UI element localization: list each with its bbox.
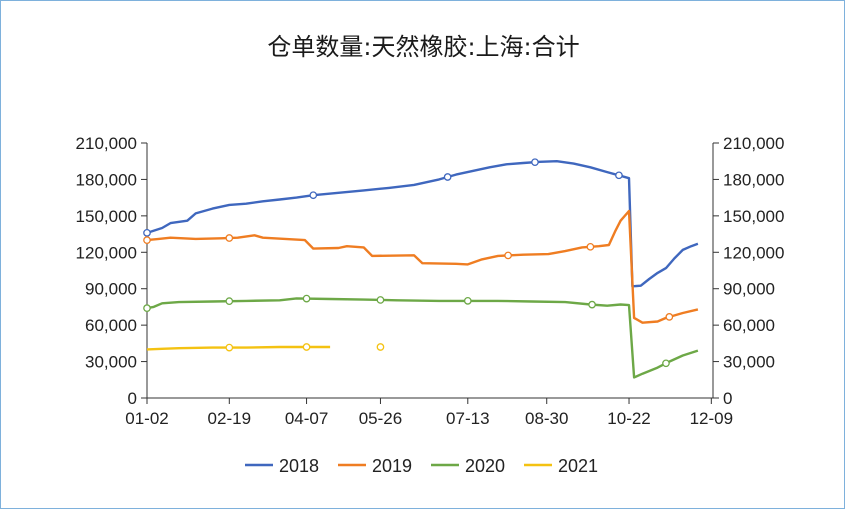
legend-label-2019: 2019 [372,456,412,476]
chart-legend: 2018 2019 2020 2021 [245,456,598,476]
series-line-2019 [146,209,699,324]
x-tick-label: 04-07 [285,409,328,428]
series-marker [225,343,234,352]
x-tick-label: 10-22 [607,409,650,428]
series-marker [225,297,234,306]
y-tick-label: 210,000 [76,134,137,153]
y-tick-label: 120,000 [76,243,137,262]
series-marker [309,191,318,200]
y-tick-label-right: 30,000 [723,353,775,372]
y-tick-label-right: 180,000 [723,170,784,189]
series-marker [665,313,674,321]
y-tick-label-right: 60,000 [723,316,775,335]
y-tick-label: 150,000 [76,207,137,226]
series-marker [225,234,234,242]
x-tick-label: 07-13 [446,409,489,428]
series-line-2020 [146,297,699,379]
y-tick-label-right: 210,000 [723,134,784,153]
y-tick-label-right: 90,000 [723,280,775,299]
series-marker [588,300,596,309]
y-tick-label: 60,000 [85,316,137,335]
series-marker [302,343,311,351]
y-tick-label-right: 120,000 [723,243,784,262]
series-marker [615,171,623,180]
legend-label-2020: 2020 [465,456,505,476]
x-tick-label: 01-02 [125,409,168,428]
x-tick-label: 08-30 [525,409,568,428]
series-marker [443,173,452,181]
series-2019 [143,209,699,324]
series-marker [586,242,595,251]
series-marker [143,229,151,237]
series-marker [143,304,151,312]
y-tick-label-right: 150,000 [723,207,784,226]
y-tick-label: 0 [128,389,137,408]
series-marker [376,343,385,351]
y-tick-label: 30,000 [85,353,137,372]
series-2018 [143,158,699,288]
series-marker [504,251,512,260]
series-2020 [143,294,699,379]
x-tick-label: 05-26 [359,409,402,428]
chart-title: 仓单数量:天然橡胶:上海:合计 [267,33,580,61]
x-tick-label: 02-19 [208,409,251,428]
series-2021 [146,343,385,352]
series-marker [463,297,472,305]
y-tick-label-right: 0 [723,389,732,408]
series-marker [662,359,670,368]
y-tick-label: 180,000 [76,170,137,189]
legend-label-2018: 2018 [279,456,319,476]
series-line-2018 [146,160,699,288]
series-line-2021 [146,345,331,351]
legend-label-2021: 2021 [558,456,598,476]
x-tick-label: 12-09 [690,409,733,428]
series-marker [302,294,311,303]
series-marker [376,296,385,304]
y-tick-label: 90,000 [85,280,137,299]
series-marker [143,236,151,244]
series-layer [143,158,699,379]
series-marker [531,158,539,167]
chart-axes: 0 0 30,000 30,000 60,000 60,000 90,000 90,000 12… [76,134,785,428]
